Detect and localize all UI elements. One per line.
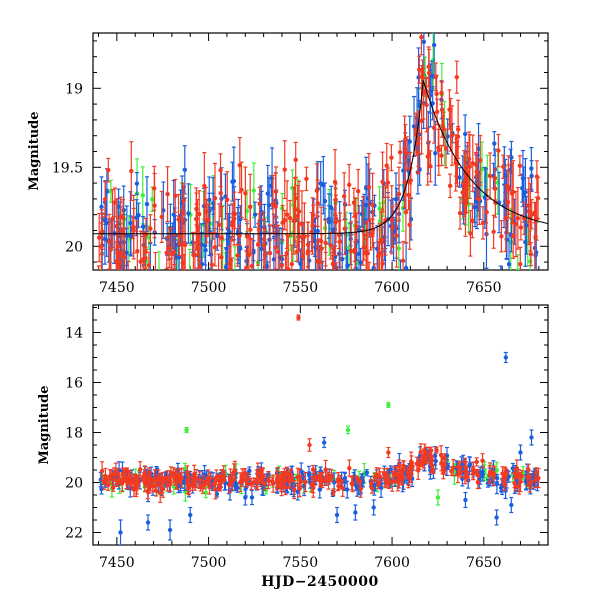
red-point [138,231,142,292]
blue-point [343,275,347,297]
red-point [132,195,136,258]
red-point [347,165,351,206]
bottom-x-tick-label: 7450 [99,555,135,571]
bottom-x-tick-label: 7500 [191,555,227,571]
blue-point [250,490,254,504]
outlier-point [146,515,150,530]
blue-point [357,226,361,281]
red-point [434,75,438,112]
bottom-data-points [99,315,541,545]
red-point [307,299,311,322]
bottom-y-axis-label: Magnitude [37,385,52,464]
red-point [398,141,402,163]
outlier-point [386,403,390,408]
red-point [367,262,371,318]
red-point [499,221,503,252]
red-point [172,265,176,307]
outlier-point [346,426,350,434]
outlier-point [494,510,498,525]
red-point [518,247,522,281]
red-point [165,167,169,222]
top-x-tick-label: 7600 [374,280,410,296]
outlier-point [307,439,311,452]
outlier-point [335,508,339,523]
red-point [401,242,405,280]
red-point [424,77,428,104]
red-point [265,272,269,294]
bottom-panel: 7450 7500 7550 7600 7650 14 16 18 20 22 Magnitude… [37,305,548,590]
red-point [455,61,459,93]
blue-point [354,273,358,297]
outlier-point [372,500,376,515]
blue-point [141,266,145,303]
bottom-x-tick-label: 7550 [282,555,318,571]
blue-point [135,173,139,195]
red-point [389,145,393,171]
outlier-point [188,508,192,523]
red-point [294,142,298,177]
red-point [474,458,478,466]
bottom-x-tick-label: 7600 [374,555,410,571]
outlier-point [518,445,522,460]
bottom-y-tick-label: 14 [65,326,83,342]
green-point [525,309,529,340]
red-point [347,460,351,476]
top-x-tick-label: 7450 [99,280,135,296]
red-point [315,164,319,218]
outlier-point [353,505,357,520]
outlier-point [118,520,122,545]
outlier-point [504,353,508,363]
outlier-point [436,490,440,505]
outlier-point [168,520,172,540]
outlier-point [509,498,513,513]
red-point [153,253,157,308]
top-x-tick-label: 7550 [282,280,318,296]
red-point [283,141,287,199]
red-point [332,265,336,333]
outlier-point [386,448,390,458]
bottom-axis-ticks: 7450 7500 7550 7600 7650 14 16 18 20 22 [65,305,548,571]
red-point [437,125,441,175]
red-point [518,156,522,176]
red-point [488,153,492,199]
outlier-point [322,438,326,448]
top-x-tick-label: 7500 [191,280,227,296]
x-axis-label: HJD−2450000 [261,574,378,590]
red-point [496,134,500,166]
blue-point [195,329,199,364]
green-point [141,167,145,224]
red-point [491,215,495,248]
top-y-tick-label: 19 [65,81,83,97]
top-y-tick-label: 20 [65,239,83,255]
outlier-point [463,493,467,508]
red-point [304,167,308,190]
top-y-axis-label: Magnitude [27,111,42,190]
red-point [427,1,431,32]
green-point [157,252,161,298]
top-y-tick-label: 19.5 [52,160,83,176]
red-point [419,20,423,55]
bottom-x-tick-label: 7650 [466,555,502,571]
red-point [135,221,139,281]
bottom-y-tick-label: 20 [65,476,83,492]
outlier-point [296,315,300,320]
blue-point [270,148,274,209]
bottom-y-tick-label: 22 [65,526,83,542]
bottom-y-tick-label: 18 [65,426,83,442]
red-point [448,174,452,197]
top-x-tick-label: 7650 [466,280,502,296]
blue-point [492,132,496,156]
red-point [315,180,319,226]
outlier-point [529,430,533,445]
outlier-point [184,428,188,433]
blue-point [174,282,178,313]
bottom-plot-frame [93,305,548,545]
top-panel: 7450 7500 7550 7600 7650 19 19.5 20 Magnitude [27,1,548,365]
outlier-point [243,490,247,505]
green-point [188,249,192,304]
bottom-y-tick-label: 16 [65,376,83,392]
blue-point [368,271,372,297]
